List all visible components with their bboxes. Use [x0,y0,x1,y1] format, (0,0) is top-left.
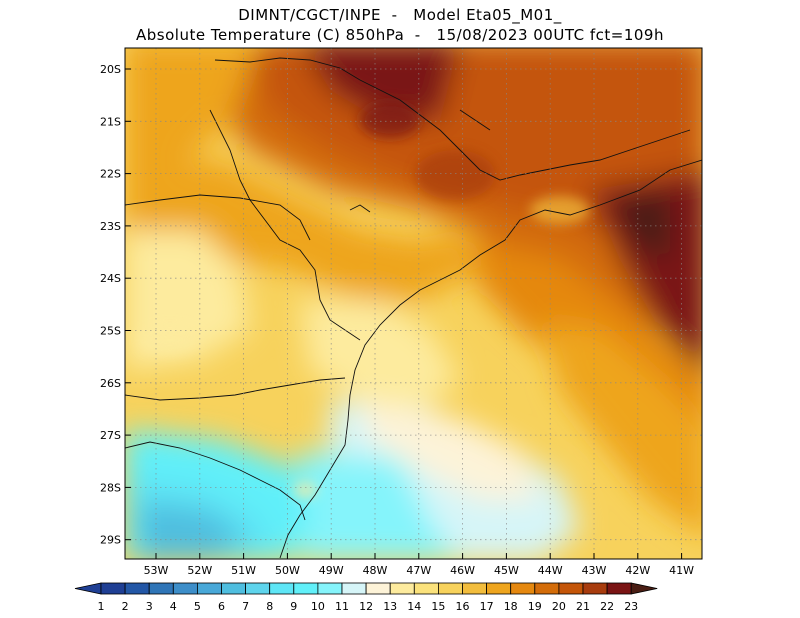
longitude-axis: 53W 52W 51W 50W 49W 48W 47W 46W 45W 44W 43W 42W 41W [144,553,694,577]
colorbar-label: 20 [552,600,566,613]
title-line-1: DIMNT/CGCT/INPE - Model Eta05_M01_ [238,6,562,24]
lat-tick-label: 24S [100,272,121,285]
colorbar-swatch [389,582,415,595]
colorbar-swatch [124,582,150,595]
colorbar-swatch [558,582,584,595]
colorbar-label: 19 [528,600,542,613]
colorbar-swatch [317,582,343,595]
colorbar-swatch [100,582,126,595]
colorbar-swatch [196,582,222,595]
latitude-axis: 20S 21S 22S 23S 24S 25S 26S 27S 28S 29S [100,63,131,547]
lat-tick-label: 22S [100,168,121,181]
colorbar-label: 18 [504,600,518,613]
lon-tick-label: 53W [144,564,169,577]
lat-tick-label: 27S [100,429,121,442]
lat-tick-label: 26S [100,377,121,390]
lat-tick-label: 25S [100,325,121,338]
colorbar-swatch [221,582,247,595]
lon-tick-label: 42W [625,564,650,577]
colorbar-label: 10 [311,600,325,613]
colorbar-label: 2 [122,600,129,613]
colorbar-label: 9 [290,600,297,613]
lon-tick-label: 45W [494,564,519,577]
lon-tick-label: 43W [582,564,607,577]
lon-tick-label: 47W [406,564,431,577]
colorbar-label: 1 [98,600,105,613]
colorbar-swatch [534,582,560,595]
colorbar-label: 14 [407,600,421,613]
colorbar-label: 5 [194,600,201,613]
colorbar-swatch [293,582,319,595]
colorbar-label: 8 [266,600,273,613]
colorbar-label: 21 [576,600,590,613]
coastline-and-borders [125,57,702,559]
lon-tick-label: 48W [363,564,388,577]
colorbar-swatch [365,582,391,595]
map-grid [125,48,702,559]
colorbar-swatch [245,582,271,595]
colorbar-label: 7 [242,600,249,613]
colorbar-label: 4 [170,600,177,613]
lat-tick-label: 21S [100,115,121,128]
colorbar-swatch [172,582,198,595]
lat-tick-label: 28S [100,481,121,494]
colorbar-label: 17 [480,600,494,613]
colorbar-label: 12 [359,600,373,613]
colorbar-label: 15 [431,600,445,613]
lon-tick-label: 46W [450,564,475,577]
lon-tick-label: 50W [275,564,300,577]
colorbar-swatch [269,582,295,595]
lat-tick-label: 29S [100,534,121,547]
colorbar-label: 3 [146,600,153,613]
colorbar: 1 2 3 4 5 6 7 8 9 10 11 12 13 14 15 16 17 18 19 20 21 22 23 [74,582,658,613]
colorbar-label: 23 [624,600,638,613]
colorbar-label: 16 [456,600,470,613]
colorbar-swatch [462,582,488,595]
colorbar-swatch [413,582,439,595]
lon-tick-label: 44W [538,564,563,577]
colorbar-label: 6 [218,600,225,613]
colorbar-swatch [148,582,174,595]
colorbar-swatch [341,582,367,595]
colorbar-swatch [510,582,536,595]
title-line-2: Absolute Temperature (C) 850hPa - 15/08/… [136,26,664,44]
map-frame [124,47,703,560]
lon-tick-label: 51W [231,564,256,577]
lon-tick-label: 41W [669,564,694,577]
colorbar-arrow-left [74,582,102,595]
colorbar-swatch [437,582,463,595]
lon-tick-label: 52W [187,564,212,577]
lon-tick-label: 49W [319,564,344,577]
temperature-field [125,48,702,559]
lat-tick-label: 23S [100,220,121,233]
colorbar-label: 11 [335,600,349,613]
colorbar-swatch [582,582,608,595]
colorbar-swatch [486,582,512,595]
colorbar-label: 22 [600,600,614,613]
lat-tick-label: 20S [100,63,121,76]
colorbar-label: 13 [383,600,397,613]
colorbar-arrow-right [630,582,658,595]
colorbar-swatch [606,582,632,595]
